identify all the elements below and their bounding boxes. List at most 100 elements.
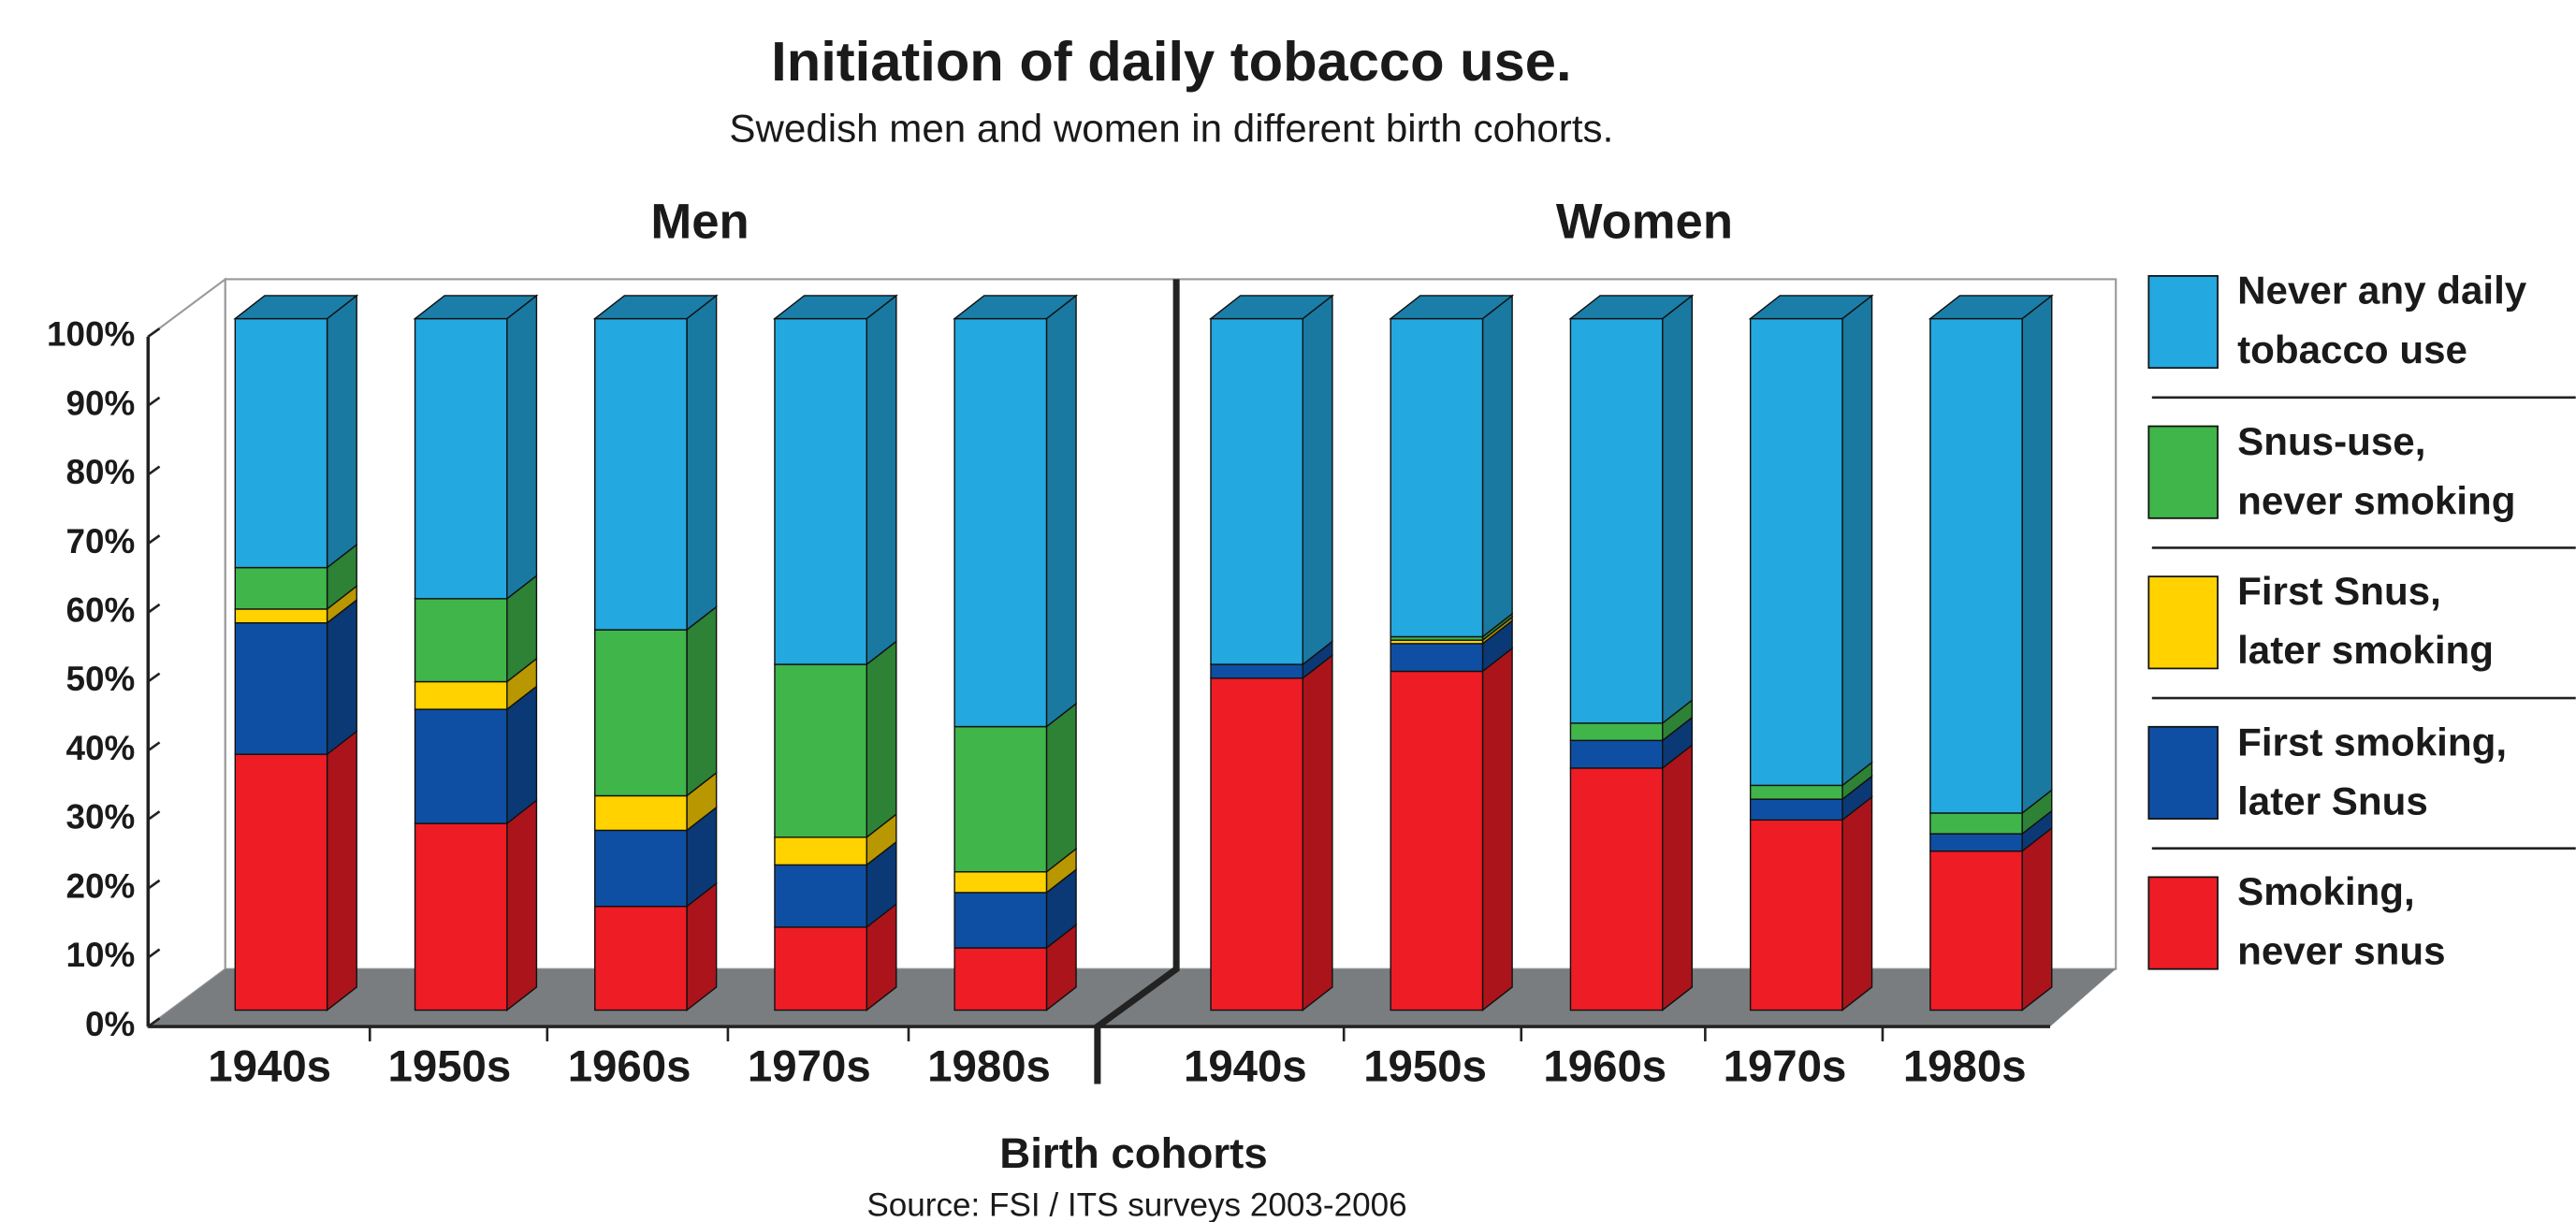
bar-top: [233, 295, 359, 320]
bar-segment: [594, 317, 688, 631]
bar-side: [686, 294, 718, 632]
bar-segment: [1749, 798, 1843, 822]
bar-segment: [774, 926, 867, 1011]
legend-swatch: [2147, 425, 2219, 519]
group-divider: [1094, 279, 1180, 1084]
bar-segment: [414, 708, 508, 824]
bar-segment: [953, 947, 1048, 1011]
legend-entry: First Snus, later smoking: [2237, 570, 2495, 674]
bar-segment: [234, 608, 328, 624]
bar-segment: [953, 892, 1048, 949]
bar-side: [326, 598, 357, 756]
y-tick: [147, 810, 161, 822]
bar-segment: [414, 598, 508, 683]
y-tick: [147, 534, 161, 546]
x-tick-label: 1960s: [568, 1041, 691, 1091]
bar-segment: [774, 864, 867, 928]
bar-segment: [234, 566, 328, 610]
bar-side: [506, 799, 538, 1011]
bar-segment: [1929, 833, 2023, 852]
legend-entry: First smoking, later Snus: [2237, 720, 2508, 824]
bar-segment: [1390, 643, 1484, 673]
bar-segment: [1569, 317, 1664, 724]
bar-top: [413, 295, 539, 320]
bar-top: [953, 295, 1079, 320]
bar-segment: [1210, 317, 1304, 665]
bar-side: [1045, 294, 1077, 728]
bar-segment: [1929, 317, 2023, 814]
bar-side: [1045, 702, 1077, 874]
bar-segment: [774, 663, 867, 838]
bar-segment: [1569, 767, 1664, 1011]
bar-segment: [414, 317, 508, 600]
bar-side: [1662, 743, 1694, 1011]
y-tick: [147, 465, 161, 476]
y-tick-label: 30%: [65, 798, 135, 836]
y-tick: [147, 603, 161, 614]
bar-segment: [1749, 784, 1843, 800]
y-tick-label: 70%: [65, 522, 135, 560]
legend-swatch: [2147, 275, 2219, 370]
bar-segment: [594, 906, 688, 1011]
chart-title: Initiation of daily tobacco use.: [771, 30, 1571, 93]
x-tick-label: 1940s: [208, 1041, 331, 1091]
y-tick-label: 40%: [65, 729, 135, 767]
bar-segment: [1749, 819, 1843, 1011]
bar-side: [686, 605, 718, 797]
legend-swatch: [2147, 876, 2219, 970]
bar-segment: [594, 794, 688, 832]
y-tick-label: 10%: [65, 936, 135, 974]
bar-segment: [594, 629, 688, 797]
chart-subtitle: Swedish men and women in different birth…: [729, 107, 1613, 151]
y-tick: [147, 741, 161, 752]
y-tick-label: 100%: [47, 315, 135, 354]
y-tick: [147, 879, 161, 890]
bar-side: [866, 294, 897, 666]
bar-segment: [234, 317, 328, 569]
bar-segment: [414, 680, 508, 710]
bar-side: [506, 685, 538, 825]
x-tick-label: 1940s: [1184, 1041, 1307, 1091]
legend-swatch: [2147, 725, 2219, 820]
bar-segment: [774, 836, 867, 866]
bar-segment: [234, 753, 328, 1011]
bar-segment: [1929, 850, 2023, 1011]
y-tick-label: 90%: [65, 384, 135, 422]
x-axis-title: Birth cohorts: [999, 1129, 1267, 1177]
legend-label: First Snus, later smoking: [2237, 570, 2495, 674]
bar-segment: [414, 822, 508, 1011]
legend-label: Never any daily tobacco use: [2237, 269, 2527, 373]
bar-top: [592, 295, 719, 320]
bar-side: [326, 294, 357, 570]
bar-segment: [1390, 670, 1484, 1011]
bar-side: [506, 294, 538, 601]
y-tick-label: 50%: [65, 660, 135, 698]
bar-segment: [1210, 677, 1304, 1011]
bar-segment: [1210, 663, 1304, 679]
legend-label: First smoking, later Snus: [2237, 720, 2508, 824]
bar-side: [1662, 294, 1694, 725]
bar-segment: [774, 317, 867, 665]
group-title: Men: [650, 194, 749, 249]
bar-segment: [234, 622, 328, 755]
x-tick-label: 1950s: [388, 1041, 512, 1091]
bar-side: [1481, 294, 1513, 638]
bar-top: [1748, 295, 1874, 320]
legend-entry: Smoking, never snus: [2237, 870, 2446, 974]
x-tick-label: 1980s: [1903, 1041, 2027, 1091]
bar-segment: [953, 317, 1048, 728]
bar-side: [1302, 294, 1333, 666]
x-tick-label: 1950s: [1363, 1041, 1487, 1091]
bar-side: [1302, 653, 1333, 1011]
bar-side: [326, 730, 357, 1011]
legend-label: Smoking, never snus: [2237, 870, 2446, 974]
legend-label: Snus-use, never smoking: [2237, 419, 2516, 524]
bar-top: [1389, 295, 1515, 320]
left-wall: [147, 277, 226, 1029]
bar-segment: [1390, 317, 1484, 638]
bar-side: [1841, 294, 1873, 787]
bar-top: [772, 295, 898, 320]
bar-segment: [1929, 812, 2023, 835]
